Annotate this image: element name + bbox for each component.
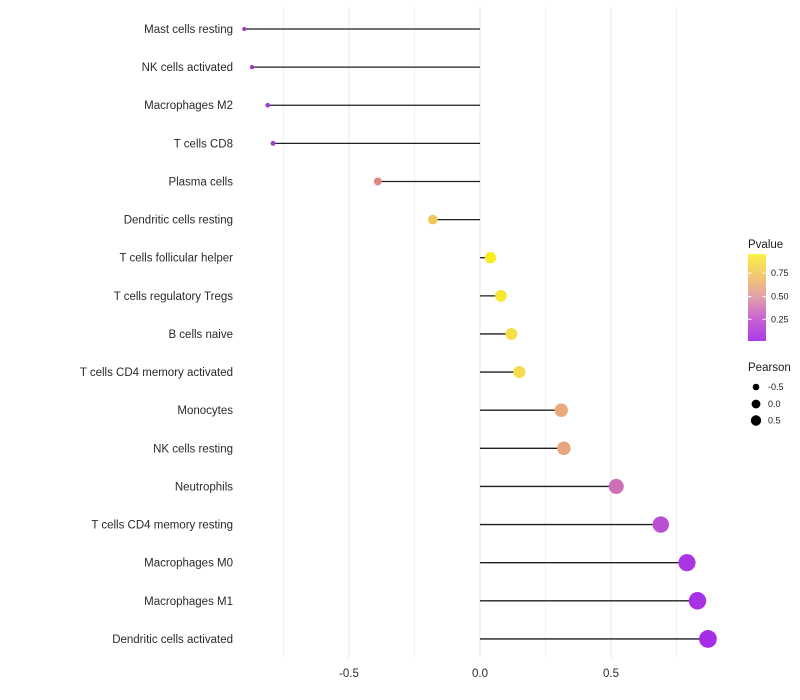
pearson-size-dot [752, 383, 760, 391]
category-label: Mast cells resting [144, 24, 233, 36]
lollipop-dot [554, 403, 568, 417]
pearson-size-dot [750, 415, 762, 426]
category-label: Macrophages M1 [144, 596, 233, 608]
category-label: Dendritic cells activated [112, 634, 233, 646]
category-label: T cells CD8 [174, 138, 233, 150]
pvalue-tick-label: 0.25 [771, 314, 789, 324]
lollipop-dot [428, 214, 438, 225]
lollipop-dot [249, 65, 255, 70]
category-label: Dendritic cells resting [124, 215, 233, 227]
x-tick-label: 0.0 [472, 668, 488, 680]
lollipop-dot [688, 592, 707, 610]
category-label: Neutrophils [175, 481, 233, 493]
lollipop-dot [608, 478, 624, 494]
pearson-size-label: 0.0 [768, 399, 781, 409]
lollipop-dot [699, 630, 717, 648]
x-tick-label: -0.5 [339, 668, 359, 680]
lollipop-dot [505, 327, 518, 340]
pvalue-tick-label: 0.50 [771, 292, 789, 302]
category-label: Macrophages M0 [144, 558, 233, 570]
category-label: Monocytes [177, 405, 233, 417]
category-label: Plasma cells [168, 176, 233, 188]
lollipop-dot [484, 252, 497, 264]
lollipop-dot [265, 102, 271, 108]
pvalue-legend-title: Pvalue [748, 239, 783, 251]
pearson-size-dot [751, 399, 761, 409]
category-label: Macrophages M2 [144, 100, 233, 112]
lollipop-dot [678, 554, 696, 572]
pearson-legend-title: Pearson [748, 362, 791, 374]
category-label: NK cells resting [153, 443, 233, 455]
lollipop-dot [270, 140, 276, 146]
category-label: T cells CD4 memory activated [80, 367, 233, 379]
lollipop-dot [557, 441, 571, 456]
category-label: T cells regulatory Tregs [114, 291, 234, 303]
x-axis: -0.5 0.0 0.5 [339, 668, 619, 680]
pearson-size-label: -0.5 [768, 382, 784, 392]
category-label: NK cells activated [142, 62, 233, 74]
lollipop-dot [652, 516, 669, 533]
lollipop-dot [495, 290, 507, 302]
lollipop-dot [373, 177, 382, 186]
category-label: T cells CD4 memory resting [91, 520, 233, 532]
lollipop-rows: Mast cells resting NK cells activated Macr… [80, 24, 717, 648]
x-tick-label: 0.5 [603, 668, 619, 680]
grid-lines [283, 7, 677, 658]
pearson-size-label: 0.5 [768, 416, 781, 426]
pvalue-gradient-bar [748, 254, 766, 341]
category-label: B cells naive [168, 329, 233, 341]
lollipop-dot [513, 365, 526, 379]
legend: Pvalue 0.75 0.50 0.25 Pearson -0.5 0.0 0.5 [748, 239, 791, 426]
lollipop-dot [242, 27, 247, 31]
category-label: T cells follicular helper [119, 253, 233, 265]
pvalue-tick-label: 0.75 [771, 268, 789, 278]
